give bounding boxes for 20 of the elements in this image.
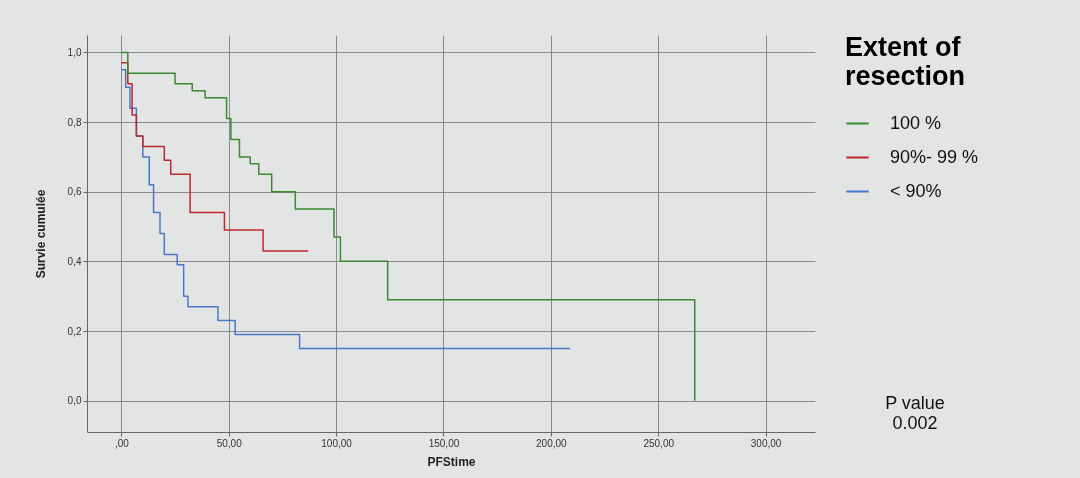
x-tick-label: 150,00 — [428, 437, 460, 449]
x-tick-label: 300,00 — [750, 437, 782, 449]
legend-title: Extent of resection — [845, 32, 966, 91]
x-tick-label: ,00 — [114, 437, 130, 449]
legend-label: 100 % — [890, 112, 942, 133]
legend-label: < 90% — [890, 180, 942, 201]
x-tick-label: 100,00 — [321, 437, 353, 449]
legend-label: 90%- 99 % — [890, 146, 979, 167]
x-tick-label: 200,00 — [536, 437, 568, 449]
y-tick-label: 0,6 — [67, 186, 82, 198]
x-tick-label: 50,00 — [216, 437, 243, 449]
y-tick-label: 1,0 — [67, 46, 82, 58]
x-tick-label: 250,00 — [643, 437, 675, 449]
x-axis-title: PFStime — [427, 454, 476, 469]
y-axis-title: Survie cumulée — [33, 189, 48, 279]
y-tick-label: 0,4 — [67, 255, 82, 267]
text: P value 0.002 — [885, 393, 945, 433]
y-tick-label: 0,2 — [67, 325, 82, 337]
y-tick-label: 0,0 — [67, 395, 82, 407]
y-tick-label: 0,8 — [67, 116, 82, 128]
